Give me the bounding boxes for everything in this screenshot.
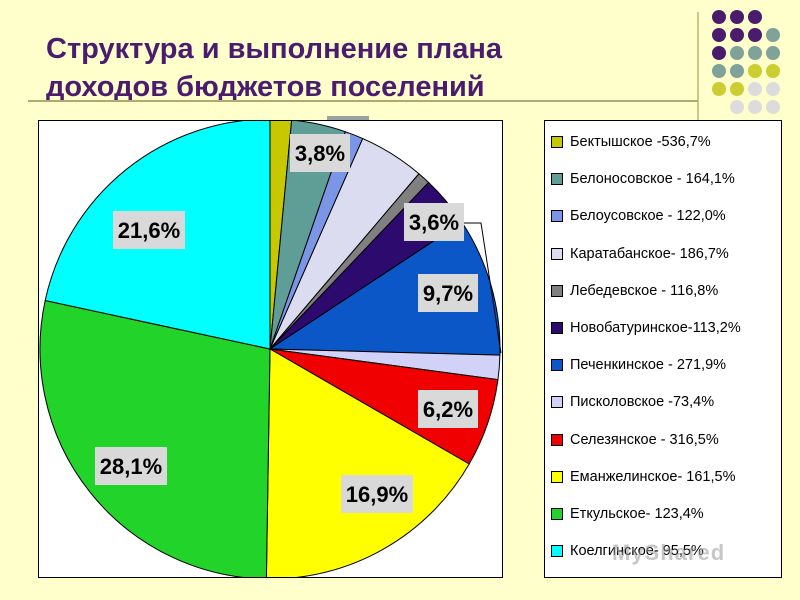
legend-label: Лебедевское - 116,8%: [570, 282, 719, 299]
data-label: 6,2%: [418, 390, 478, 428]
data-label-text: 3,8%: [295, 141, 345, 166]
legend-label: Еткульское- 123,4%: [570, 506, 704, 522]
decor-dot: [712, 46, 726, 60]
decor-horizontal-line: [28, 100, 698, 102]
decor-dot: [766, 46, 780, 60]
data-label: 3,6%: [404, 203, 464, 241]
data-label-box: [418, 274, 478, 312]
page-title: Структура и выполнение плана доходов бюд…: [46, 33, 502, 103]
decor-dot: [766, 64, 780, 78]
legend-label: Бектышское -536,7%: [570, 134, 711, 150]
legend-item: Новобатуринское-113,2%: [551, 317, 741, 339]
decor-dot: [712, 28, 726, 42]
legend-label: Коелгинское- 95,5%: [570, 543, 704, 560]
decor-dot: [748, 64, 762, 78]
legend-item: Коелгинское- 95,5%: [551, 540, 704, 562]
decor-dot: [712, 64, 726, 78]
decor-dot: [712, 10, 726, 24]
decor-dot: [730, 64, 744, 78]
leader-line: [461, 222, 502, 354]
legend-item: Белоносовское - 164,1%: [551, 168, 735, 190]
legend-label: Печенкинское - 271,9%: [570, 357, 727, 374]
legend-swatch: [551, 173, 563, 186]
data-label-text: 6,2%: [423, 397, 473, 422]
legend-item: Бектышское -536,7%: [551, 131, 711, 153]
data-label-text: 9,7%: [423, 281, 473, 306]
legend-label: Каратабанское- 186,7%: [570, 245, 729, 262]
decor-tick: [327, 116, 369, 122]
decor-dot: [766, 82, 780, 96]
data-label: 21,6%: [113, 211, 185, 249]
decor-dot: [766, 28, 780, 42]
data-label: 3,8%: [290, 134, 350, 172]
decor-dot: [748, 100, 762, 114]
decor-dot: [766, 100, 780, 114]
legend-label: Белоусовское - 122,0%: [570, 208, 726, 225]
pie-slice: [39, 299, 271, 580]
legend-item: Печенкинское - 271,9%: [551, 354, 726, 376]
data-label-box: [113, 211, 185, 249]
decor-dot: [730, 10, 744, 24]
legend-swatch: [551, 210, 563, 223]
decor-dot: [730, 82, 744, 96]
legend-label: Белоносовское - 164,1%: [570, 171, 735, 188]
data-label-text: 16,9%: [346, 482, 408, 507]
legend-swatch: [551, 396, 563, 409]
legend-item: Писколовское -73,4%: [551, 391, 714, 413]
data-label-box: [404, 203, 464, 241]
legend-swatch: [551, 545, 563, 558]
data-label-box: [290, 134, 350, 172]
data-label: 9,7%: [418, 274, 478, 312]
data-label: 28,1%: [95, 447, 167, 485]
legend-swatch: [551, 470, 563, 483]
decor-dot: [730, 46, 744, 60]
decor-dot: [748, 28, 762, 42]
decor-dot: [712, 82, 726, 96]
legend-item: Белоусовское - 122,0%: [551, 205, 726, 227]
legend-swatch: [551, 322, 563, 334]
legend-item: Каратабанское- 186,7%: [551, 243, 729, 265]
decor-dot: [730, 100, 744, 114]
legend-label: Новобатуринское-113,2%: [570, 320, 741, 336]
legend-swatch: [551, 136, 563, 148]
chart-legend: Бектышское -536,7% Белоносовское - 164,1%…: [544, 120, 782, 578]
legend-swatch: [551, 284, 563, 297]
decor-dot: [748, 82, 762, 96]
data-label-text: 28,1%: [100, 454, 162, 479]
decor-dot: [748, 46, 762, 60]
data-label: 16,9%: [341, 475, 413, 513]
data-label-text: 3,6%: [409, 210, 459, 235]
decor-dot: [730, 28, 744, 42]
pie-chart: 3,8% 3,6% 9,7% 6,2% 16,9% 28,1% 21,6%: [39, 118, 502, 580]
data-label-box: [341, 475, 413, 513]
data-label-box: [95, 447, 167, 485]
legend-swatch: [551, 359, 563, 372]
legend-item: Еманжелинское- 161,5%: [551, 466, 735, 488]
watermark: MyShared: [612, 540, 726, 565]
legend-label: Селезянское - 316,5%: [570, 431, 719, 448]
legend-item: Селезянское - 316,5%: [551, 429, 719, 451]
legend-swatch: [551, 247, 563, 260]
legend-item: Лебедевское - 116,8%: [551, 280, 718, 302]
legend-label: Писколовское -73,4%: [570, 394, 715, 411]
decor-dot: [748, 10, 762, 24]
legend-label: Еманжелинское- 161,5%: [570, 468, 736, 485]
legend-swatch: [551, 508, 563, 520]
data-label-text: 21,6%: [118, 218, 180, 243]
legend-item: Еткульское- 123,4%: [551, 503, 704, 525]
decor-vertical-line: [697, 12, 699, 122]
chart-area: 3,8% 3,6% 9,7% 6,2% 16,9% 28,1% 21,6%: [38, 118, 503, 580]
legend-swatch: [551, 433, 563, 446]
data-label-box: [418, 390, 478, 428]
